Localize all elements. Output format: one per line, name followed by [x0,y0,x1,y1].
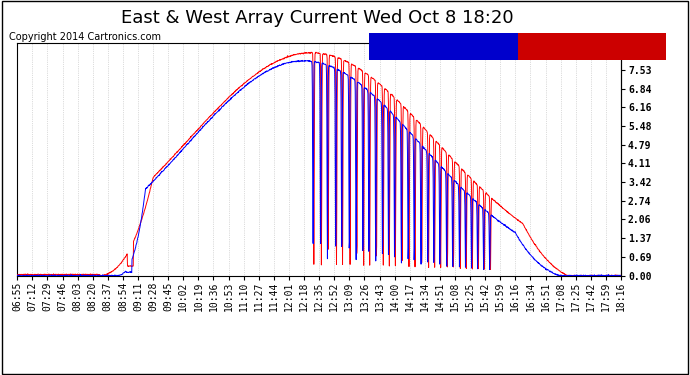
Text: West Array  (DC Amps): West Array (DC Amps) [530,42,653,51]
Text: Copyright 2014 Cartronics.com: Copyright 2014 Cartronics.com [9,32,161,42]
Text: East Array  (DC Amps): East Array (DC Amps) [382,42,505,51]
Text: East & West Array Current Wed Oct 8 18:20: East & West Array Current Wed Oct 8 18:2… [121,9,514,27]
